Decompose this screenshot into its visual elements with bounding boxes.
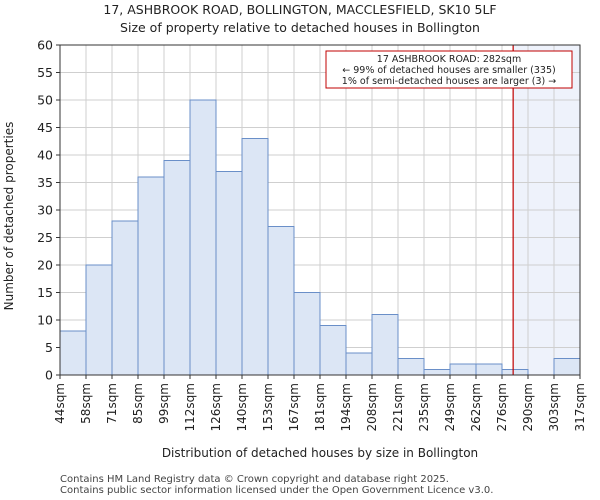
bar-85sqm xyxy=(137,176,165,376)
bar-99sqm xyxy=(163,160,191,376)
bar-58sqm xyxy=(85,264,113,376)
x-tick-label: 276sqm xyxy=(495,383,509,431)
x-tick-label: 290sqm xyxy=(521,383,535,431)
y-tick-label: 45 xyxy=(37,120,53,135)
y-tick-label: 0 xyxy=(45,368,53,383)
y-tick-label: 50 xyxy=(37,93,53,108)
y-tick-label: 60 xyxy=(37,38,53,53)
x-tick-label: 249sqm xyxy=(443,383,457,431)
bar-303sqm xyxy=(553,358,581,376)
y-tick-label: 35 xyxy=(37,175,53,190)
bar-140sqm xyxy=(241,138,269,376)
x-tick-label: 167sqm xyxy=(287,383,301,431)
x-tick-label: 317sqm xyxy=(573,383,587,431)
x-tick-label: 221sqm xyxy=(391,383,405,431)
bar-126sqm xyxy=(215,171,243,376)
x-tick-label: 262sqm xyxy=(469,383,483,431)
x-tick-label: 194sqm xyxy=(339,383,353,431)
annotation-line-1: 17 ASHBROOK ROAD: 282sqm xyxy=(377,54,521,65)
bar-71sqm xyxy=(111,220,139,376)
y-tick-label: 15 xyxy=(37,285,53,300)
x-tick-label: 112sqm xyxy=(183,383,197,431)
x-tick-label: 208sqm xyxy=(365,383,379,431)
bar-167sqm xyxy=(293,292,321,376)
x-tick-label: 126sqm xyxy=(209,383,223,431)
y-tick-label: 55 xyxy=(37,65,53,80)
x-tick-label: 140sqm xyxy=(235,383,249,431)
y-axis-label: Number of detached properties xyxy=(2,122,16,311)
footer-line-2: Contains public sector information licen… xyxy=(60,485,494,496)
bar-181sqm xyxy=(319,325,347,376)
bar-221sqm xyxy=(397,358,425,376)
chart-subtitle: Size of property relative to detached ho… xyxy=(120,20,480,35)
bar-276sqm xyxy=(501,369,529,376)
x-tick-label: 235sqm xyxy=(417,383,431,431)
y-tick-label: 40 xyxy=(37,148,53,163)
x-tick-label: 71sqm xyxy=(105,383,119,424)
footer-line-1: Contains HM Land Registry data © Crown c… xyxy=(60,474,449,485)
bars xyxy=(59,99,581,376)
x-tick-label: 181sqm xyxy=(313,383,327,431)
bar-208sqm xyxy=(371,314,399,376)
x-tick-label: 44sqm xyxy=(53,383,67,424)
bar-153sqm xyxy=(267,226,295,376)
x-tick-label: 153sqm xyxy=(261,383,275,431)
x-tick-label: 58sqm xyxy=(79,383,93,424)
chart-title: 17, ASHBROOK ROAD, BOLLINGTON, MACCLESFI… xyxy=(103,2,497,17)
bar-194sqm xyxy=(345,352,373,376)
x-tick-label: 99sqm xyxy=(157,383,171,424)
bar-44sqm xyxy=(59,330,87,376)
x-tick-label: 85sqm xyxy=(131,383,145,424)
y-tick-label: 5 xyxy=(45,340,53,355)
y-tick-label: 20 xyxy=(37,258,53,273)
annotation-frame xyxy=(325,50,573,89)
bar-249sqm xyxy=(449,363,477,376)
annotation-line-2: ← 99% of detached houses are smaller (33… xyxy=(342,65,555,76)
annotation-box: 17 ASHBROOK ROAD: 282sqm← 99% of detache… xyxy=(325,50,573,89)
bar-112sqm xyxy=(189,99,217,376)
annotation-line-3: 1% of semi-detached houses are larger (3… xyxy=(342,76,556,87)
bar-262sqm xyxy=(475,363,503,376)
x-axis-label: Distribution of detached houses by size … xyxy=(162,446,478,460)
y-tick-label: 25 xyxy=(37,230,53,245)
y-tick-label: 10 xyxy=(37,313,53,328)
x-tick-labels: 44sqm 58sqm 71sqm 85sqm 99sqm 112sqm 126sqm 140… xyxy=(53,375,587,431)
y-tick-label: 30 xyxy=(37,203,53,218)
x-tick-label: 303sqm xyxy=(547,383,561,431)
bar-235sqm xyxy=(423,369,451,376)
y-tick-labels: 0 5 10 15 20 25 30 35 40 45 50 55 60 xyxy=(37,38,60,383)
